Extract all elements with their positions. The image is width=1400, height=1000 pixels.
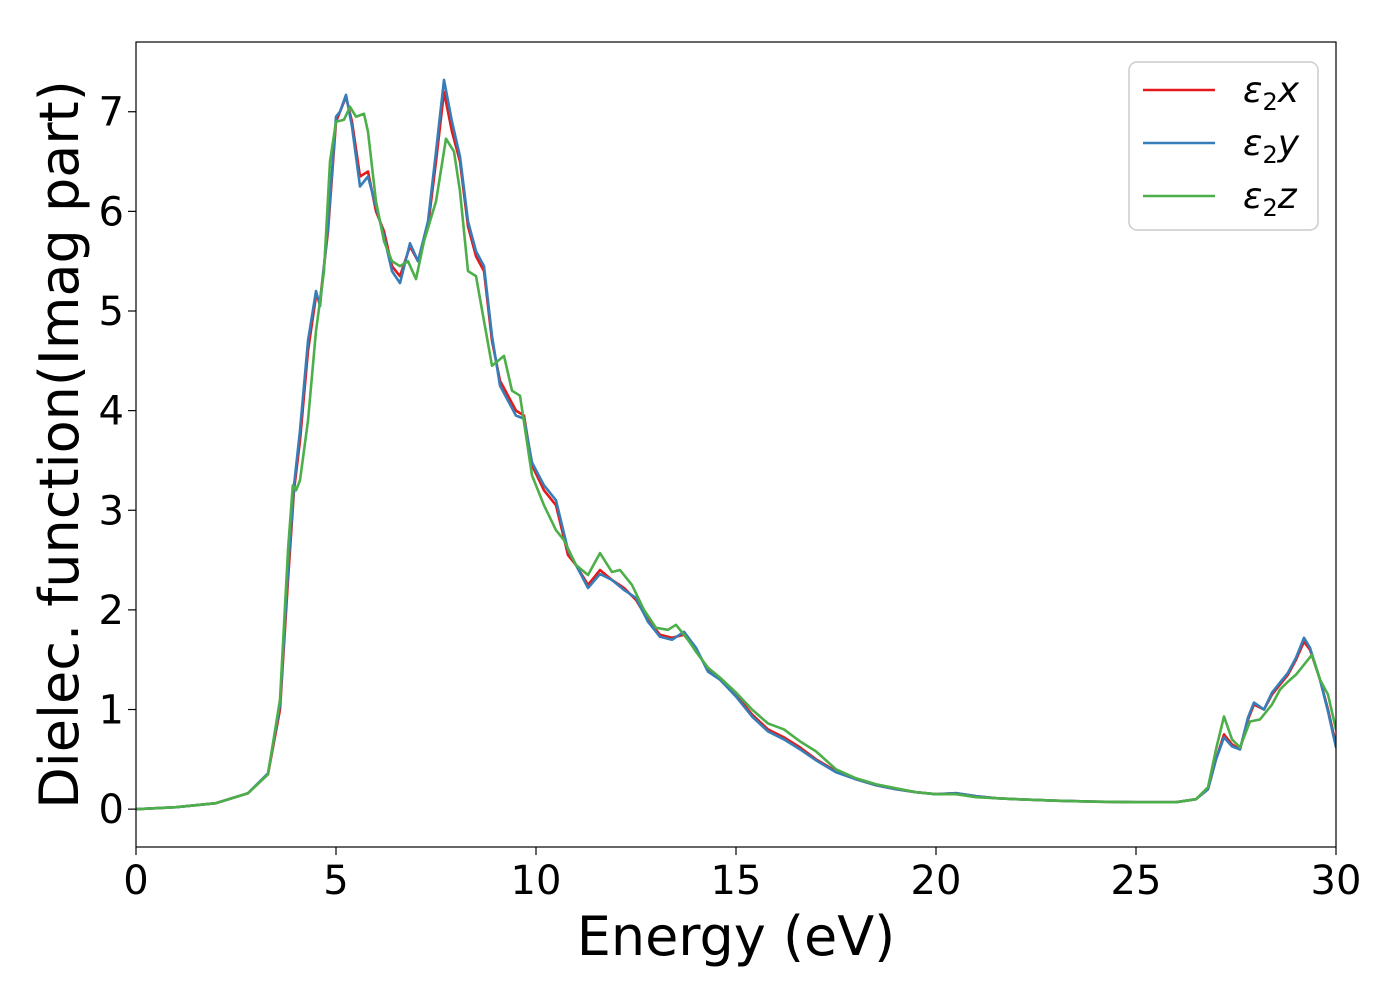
y-tick-label: 4 [99,389,124,435]
x-tick-label: 25 [1111,858,1162,904]
x-axis-title: Energy (eV) [577,905,896,968]
y-axis: 0 1 2 3 4 5 6 7 [99,90,136,833]
legend-label-z: ε2z [1243,176,1298,222]
x-tick-label: 0 [123,858,148,904]
x-tick-label: 5 [323,858,348,904]
y-tick-label: 3 [99,488,124,534]
x-axis: 0 5 10 15 20 25 30 [123,847,1361,904]
y-tick-label: 2 [99,588,124,634]
y-tick-label: 7 [99,90,124,136]
legend-box [1128,61,1319,231]
y-tick-label: 5 [99,289,124,335]
x-tick-label: 10 [511,858,562,904]
y-tick-label: 6 [99,189,124,235]
legend-label-y: ε2y [1243,123,1300,169]
y-axis-title: Dielec. function(Imag part) [28,80,91,809]
y-tick-label: 0 [99,787,124,833]
legend-label-x: ε2x [1243,70,1300,116]
series-line-y [136,78,1336,811]
x-tick-label: 15 [711,858,762,904]
legend: ε2x ε2y ε2z [1128,61,1319,231]
plot-area [136,78,1336,811]
x-tick-label: 30 [1311,858,1362,904]
series-line-z [136,105,1336,811]
x-tick-label: 20 [911,858,962,904]
y-tick-label: 1 [99,688,124,734]
